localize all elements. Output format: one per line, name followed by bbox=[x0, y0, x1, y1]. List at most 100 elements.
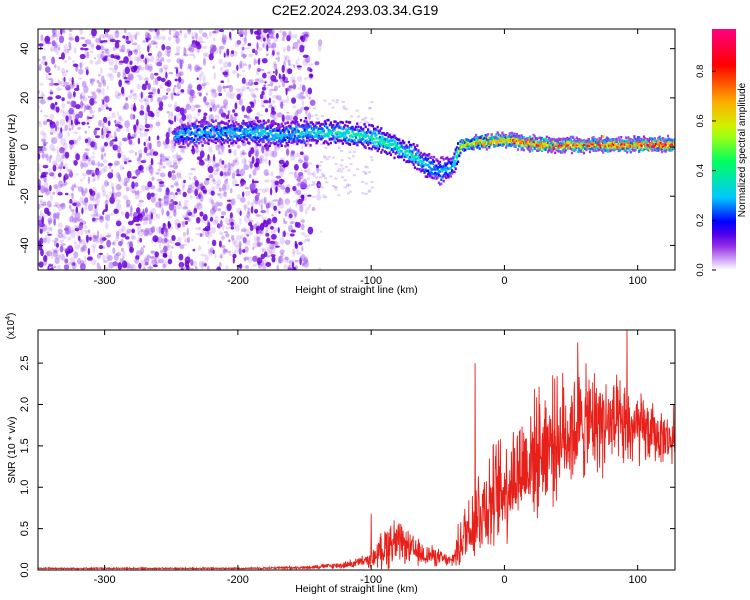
noise-cell bbox=[266, 38, 271, 43]
noise-cell bbox=[182, 191, 187, 198]
noise-cell bbox=[96, 236, 101, 244]
ridge-cell bbox=[279, 125, 282, 129]
noise-cell bbox=[122, 250, 126, 259]
noise-cell bbox=[93, 141, 98, 148]
noise-cell bbox=[182, 214, 186, 219]
noise-cell bbox=[78, 61, 84, 68]
noise-cell bbox=[95, 60, 99, 66]
noise-cell bbox=[57, 78, 60, 84]
noise-cell bbox=[338, 168, 341, 171]
noise-cell bbox=[159, 59, 163, 67]
noise-cell bbox=[158, 67, 164, 73]
noise-cell bbox=[231, 29, 235, 32]
noise-cell bbox=[120, 211, 125, 216]
noise-cell bbox=[341, 101, 345, 103]
noise-cell bbox=[331, 99, 335, 102]
noise-cell bbox=[43, 143, 47, 146]
noise-cell bbox=[201, 32, 208, 38]
noise-cell bbox=[47, 211, 51, 216]
noise-cell bbox=[255, 225, 262, 231]
noise-cell bbox=[57, 254, 61, 257]
noise-cell bbox=[103, 179, 109, 187]
noise-cell bbox=[222, 85, 228, 89]
ridge-cell bbox=[442, 179, 445, 183]
ridge-cell bbox=[357, 132, 360, 135]
noise-cell bbox=[150, 226, 155, 233]
noise-cell bbox=[183, 53, 187, 56]
noise-cell bbox=[150, 171, 154, 176]
ridge-cell bbox=[413, 145, 416, 149]
ridge-cell bbox=[265, 143, 268, 146]
noise-cell bbox=[142, 208, 145, 216]
ridge-cell bbox=[293, 135, 297, 138]
noise-cell bbox=[218, 45, 225, 50]
noise-cell bbox=[105, 266, 111, 270]
noise-cell bbox=[57, 204, 63, 212]
noise-cell bbox=[223, 104, 227, 110]
noise-cell bbox=[293, 163, 299, 171]
ridge-cell bbox=[582, 151, 586, 155]
ridge-cell bbox=[499, 143, 502, 147]
noise-cell bbox=[183, 33, 188, 39]
noise-cell bbox=[158, 161, 164, 166]
ridge-cell bbox=[285, 133, 288, 137]
noise-cell bbox=[89, 110, 96, 114]
noise-cell bbox=[212, 37, 216, 42]
noise-cell bbox=[349, 163, 353, 166]
noise-cell bbox=[91, 258, 97, 266]
noise-cell bbox=[121, 260, 128, 269]
noise-cell bbox=[112, 186, 115, 195]
noise-cell bbox=[229, 95, 235, 100]
chart-title: C2E2.2024.293.03.34.G19 bbox=[271, 2, 439, 18]
noise-cell bbox=[200, 40, 206, 44]
noise-cell bbox=[335, 99, 339, 101]
noise-cell bbox=[224, 191, 227, 195]
noise-cell bbox=[238, 98, 243, 106]
noise-cell bbox=[110, 53, 115, 59]
ridge-cell bbox=[182, 142, 185, 145]
noise-cell bbox=[183, 47, 187, 56]
noise-cell bbox=[292, 41, 299, 49]
noise-cell bbox=[59, 165, 63, 172]
noise-cell bbox=[323, 99, 327, 102]
noise-cell bbox=[336, 170, 340, 172]
noise-cell bbox=[241, 152, 247, 156]
noise-cell bbox=[193, 175, 197, 182]
noise-cell bbox=[95, 193, 101, 200]
ridge-cell bbox=[298, 135, 301, 139]
ridge-cell bbox=[261, 125, 264, 129]
noise-cell bbox=[301, 96, 306, 99]
ridge-cell bbox=[379, 129, 382, 132]
noise-cell bbox=[183, 46, 186, 50]
noise-cell bbox=[246, 234, 250, 237]
noise-cell bbox=[255, 35, 261, 40]
noise-cell bbox=[47, 96, 53, 101]
ridge-cell bbox=[376, 125, 379, 129]
noise-cell bbox=[256, 236, 261, 241]
noise-cell bbox=[269, 240, 276, 245]
ridge-cell bbox=[175, 140, 178, 144]
noise-cell bbox=[273, 71, 279, 75]
noise-cell bbox=[143, 229, 149, 237]
noise-cell bbox=[301, 178, 305, 182]
noise-cell bbox=[205, 36, 209, 40]
noise-cell bbox=[78, 135, 82, 141]
ridge-cell bbox=[267, 141, 270, 144]
noise-cell bbox=[265, 232, 270, 237]
ridge-cell bbox=[296, 142, 299, 146]
noise-cell bbox=[112, 46, 117, 51]
noise-cell bbox=[214, 114, 220, 121]
noise-cell bbox=[167, 254, 173, 260]
ridge-cell bbox=[371, 124, 374, 128]
noise-cell bbox=[90, 141, 96, 148]
noise-cell bbox=[269, 187, 273, 196]
noise-cell bbox=[296, 252, 303, 255]
noise-cell bbox=[159, 204, 164, 208]
noise-cell bbox=[60, 109, 65, 114]
noise-cell bbox=[100, 45, 104, 51]
noise-cell bbox=[155, 45, 159, 49]
noise-cell bbox=[86, 115, 90, 120]
noise-cell bbox=[148, 63, 153, 70]
noise-cell bbox=[230, 234, 235, 241]
ridge-cell bbox=[309, 144, 312, 147]
